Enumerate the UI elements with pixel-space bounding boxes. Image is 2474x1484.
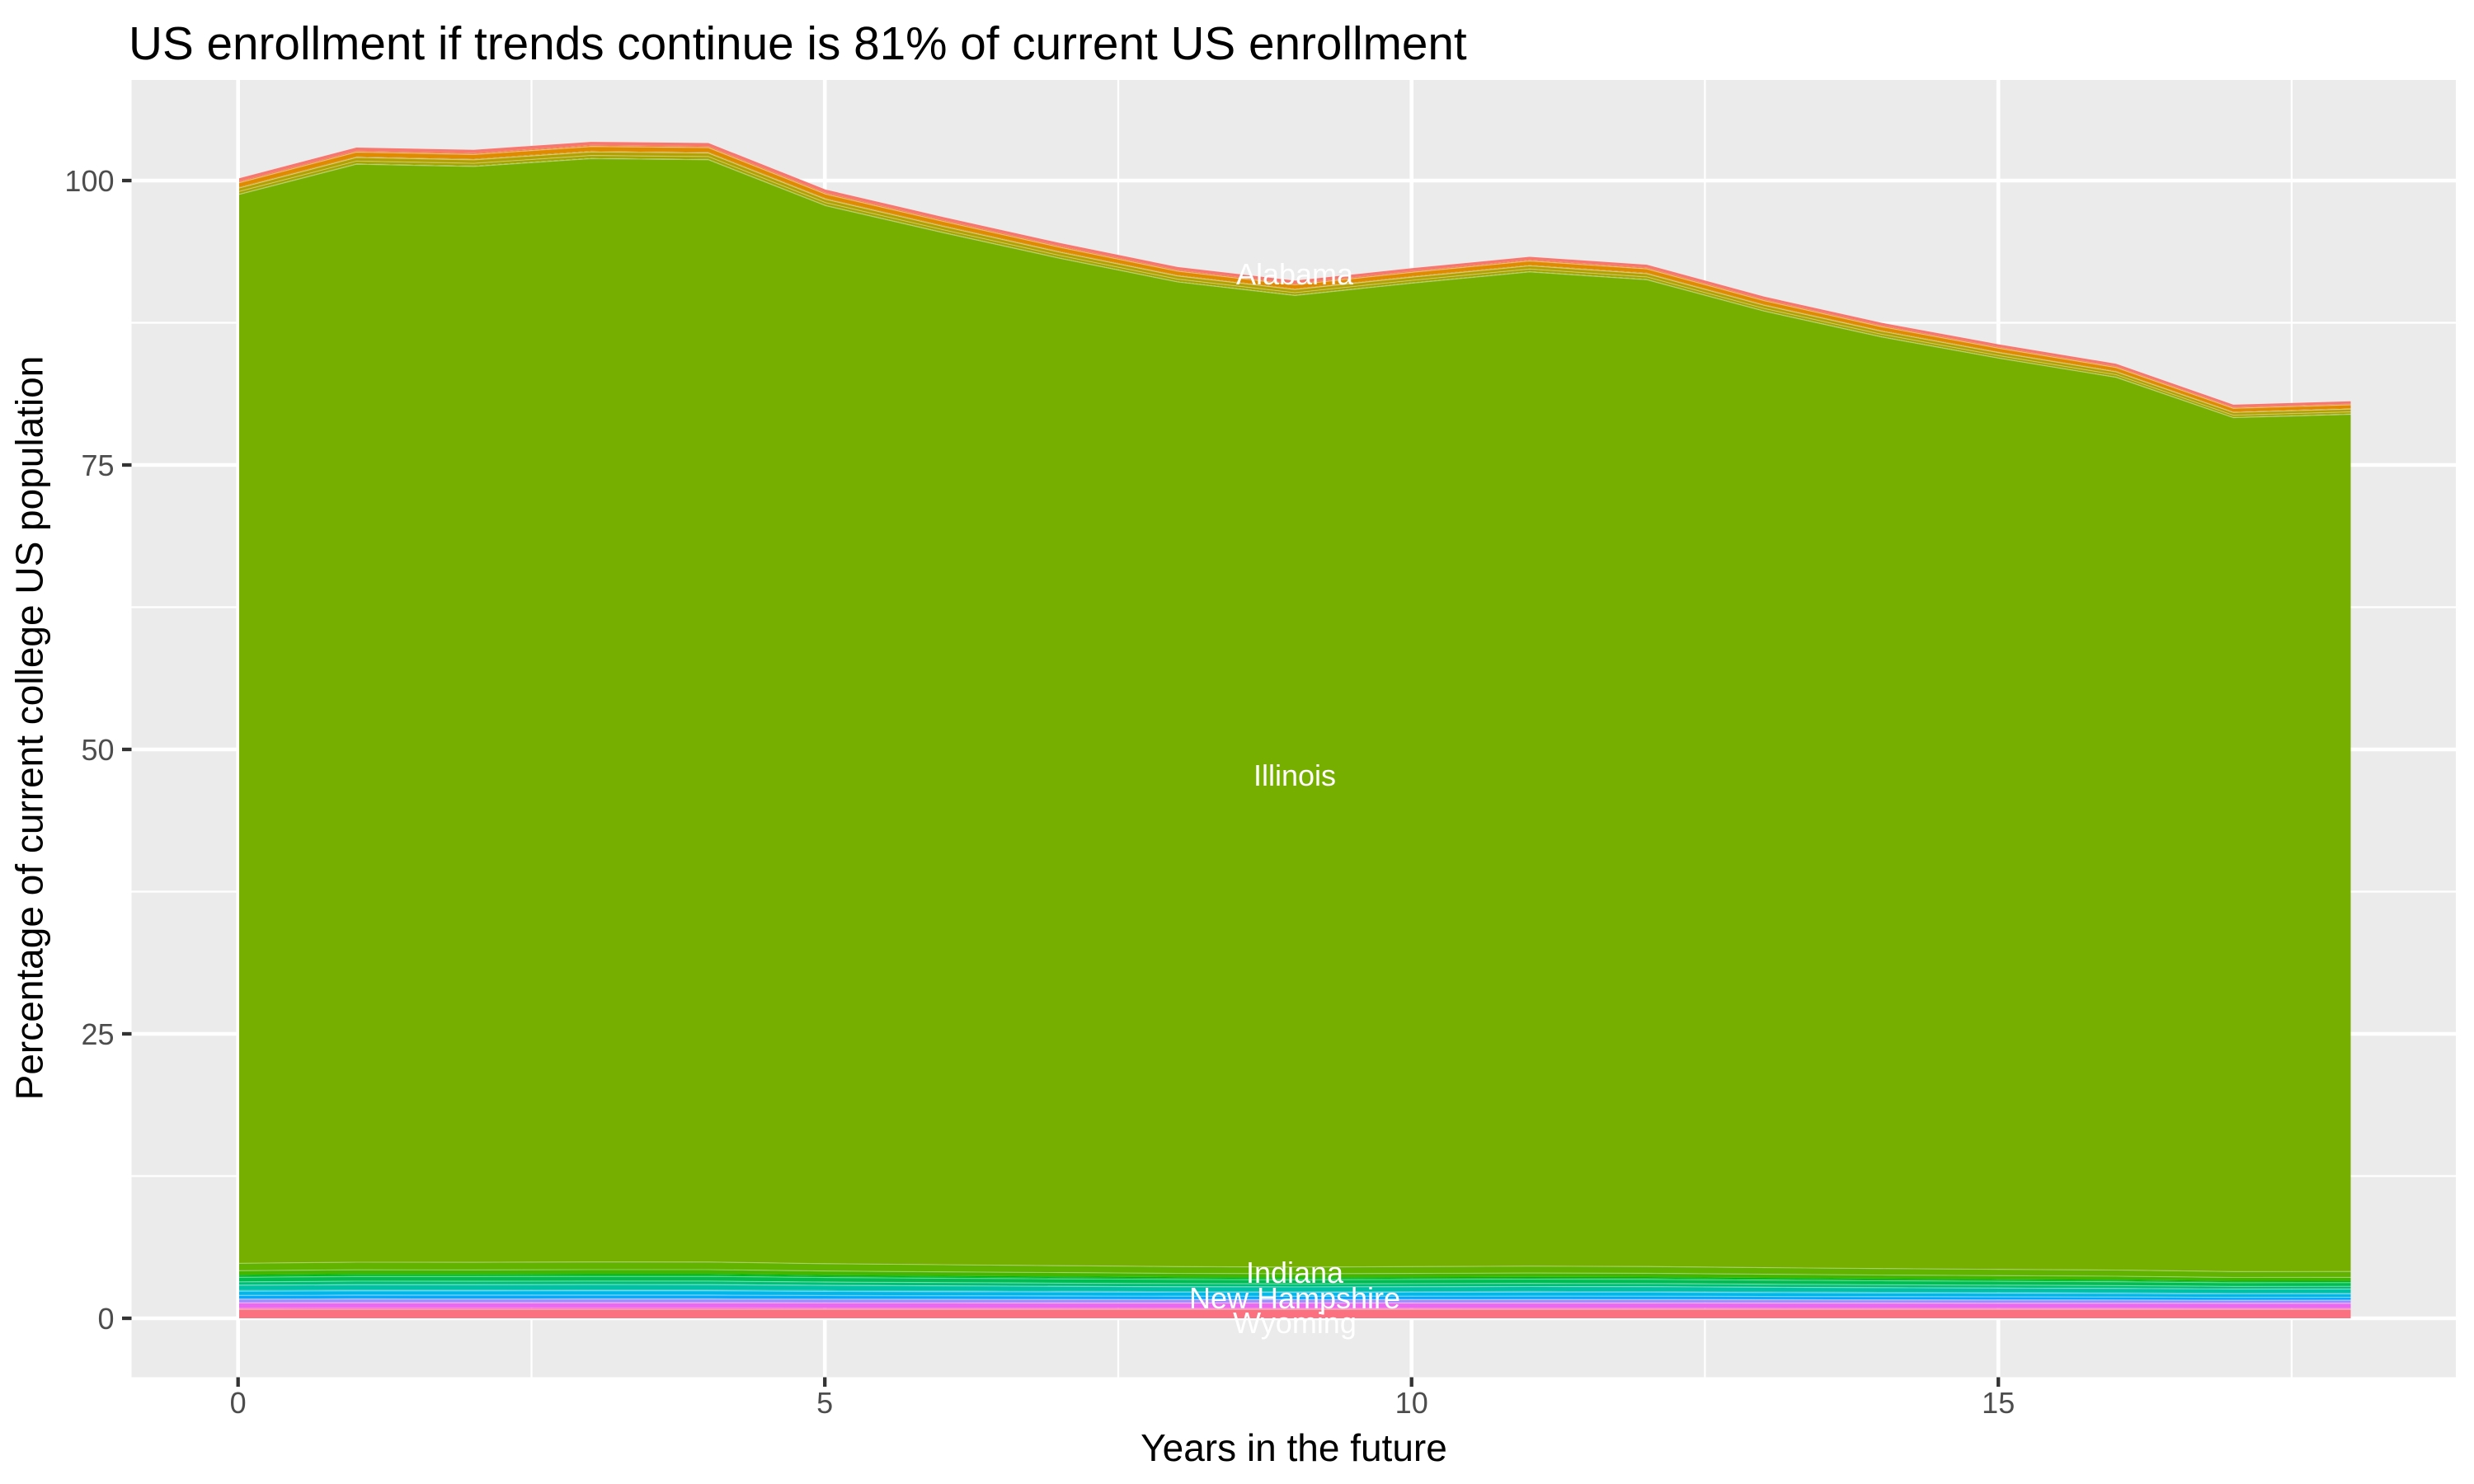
- svg-text:100: 100: [64, 164, 114, 198]
- svg-text:Wyoming: Wyoming: [1233, 1306, 1357, 1340]
- svg-text:5: 5: [816, 1386, 833, 1420]
- svg-text:50: 50: [81, 733, 114, 767]
- svg-text:15: 15: [1982, 1386, 2015, 1420]
- svg-text:Percentage of current college: Percentage of current college US populat…: [8, 356, 51, 1101]
- svg-text:0: 0: [97, 1302, 114, 1336]
- svg-text:0: 0: [230, 1386, 247, 1420]
- svg-text:75: 75: [81, 448, 114, 482]
- svg-text:Years in the future: Years in the future: [1141, 1426, 1447, 1469]
- svg-text:US enrollment if trends contin: US enrollment if trends continue is 81% …: [129, 18, 1467, 70]
- svg-text:10: 10: [1395, 1386, 1428, 1420]
- svg-text:New Hampshire: New Hampshire: [1189, 1281, 1400, 1315]
- svg-text:Alabama: Alabama: [1236, 257, 1354, 291]
- svg-text:25: 25: [81, 1017, 114, 1051]
- svg-text:Illinois: Illinois: [1253, 758, 1336, 792]
- svg-text:Indiana: Indiana: [1246, 1256, 1344, 1289]
